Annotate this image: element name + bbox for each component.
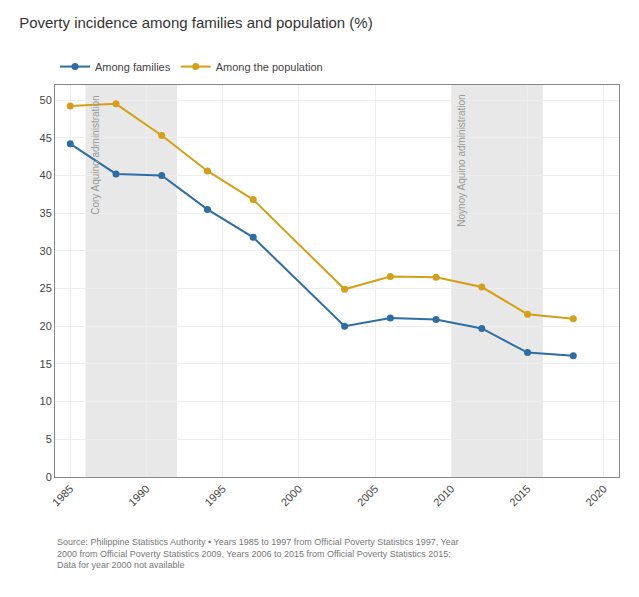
svg-text:0: 0 <box>46 471 52 483</box>
svg-text:2020: 2020 <box>583 483 609 509</box>
svg-text:2000: 2000 <box>278 483 304 509</box>
svg-text:2015: 2015 <box>507 483 533 509</box>
svg-text:1990: 1990 <box>126 483 152 509</box>
svg-text:5: 5 <box>46 433 52 445</box>
svg-text:Cory Aquino administration: Cory Aquino administration <box>90 95 101 215</box>
svg-text:1995: 1995 <box>202 483 228 509</box>
svg-text:Noynoy Aquino administration: Noynoy Aquino administration <box>456 94 467 226</box>
svg-text:15: 15 <box>40 358 52 370</box>
svg-text:2005: 2005 <box>355 483 381 509</box>
svg-text:2010: 2010 <box>431 483 457 509</box>
svg-text:50: 50 <box>40 94 52 106</box>
svg-text:20: 20 <box>40 320 52 332</box>
svg-text:35: 35 <box>40 207 52 219</box>
svg-text:1985: 1985 <box>50 483 76 509</box>
svg-text:10: 10 <box>40 395 52 407</box>
svg-text:30: 30 <box>40 245 52 257</box>
svg-text:Among the population: Among the population <box>216 61 323 73</box>
svg-text:Among families: Among families <box>95 61 171 73</box>
svg-text:25: 25 <box>40 282 52 294</box>
svg-text:45: 45 <box>40 132 52 144</box>
svg-text:Poverty incidence among famili: Poverty incidence among families and pop… <box>19 14 373 31</box>
svg-text:Source: Philippine Statistics: Source: Philippine Statistics Authority … <box>57 537 459 570</box>
svg-text:40: 40 <box>40 169 52 181</box>
